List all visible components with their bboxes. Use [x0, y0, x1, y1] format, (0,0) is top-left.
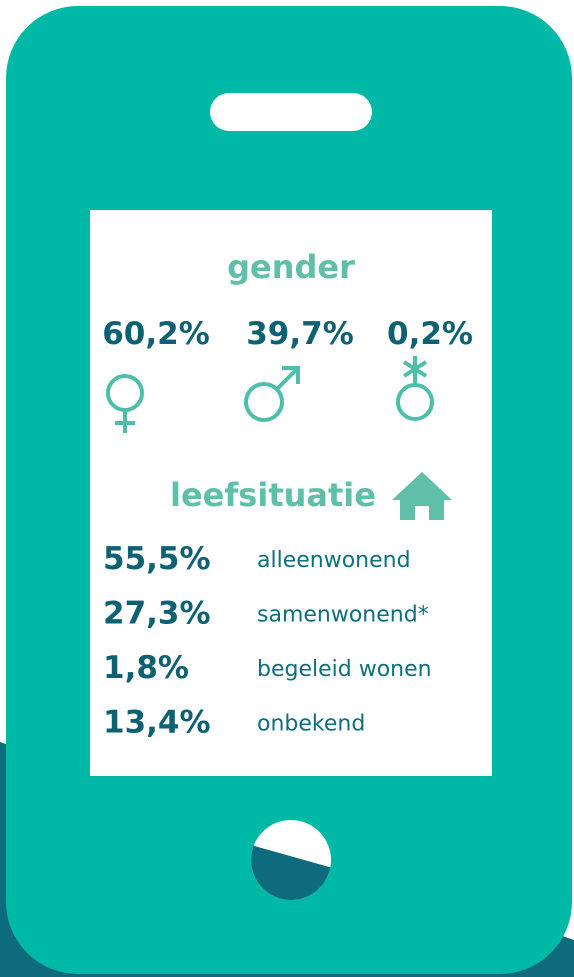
gender-value: 0,2%: [387, 316, 473, 352]
living-value: 55,5%: [103, 541, 211, 577]
gender-title: gender: [227, 248, 355, 286]
gender-value: 60,2%: [102, 316, 210, 352]
living-value: 27,3%: [103, 596, 211, 632]
living-value: 13,4%: [103, 705, 211, 741]
living-label: onbekend: [257, 712, 365, 737]
speaker: [210, 93, 372, 131]
infographic: gender 60,2% 39,7% 0,2% leefsituatie 55,…: [0, 0, 574, 977]
living-label: begeleid wonen: [257, 657, 432, 682]
living-label: alleenwonend: [257, 548, 411, 573]
living-value: 1,8%: [103, 650, 189, 686]
gender-value: 39,7%: [246, 316, 354, 352]
living-title: leefsituatie: [170, 476, 376, 514]
living-label: samenwonend*: [257, 603, 429, 628]
